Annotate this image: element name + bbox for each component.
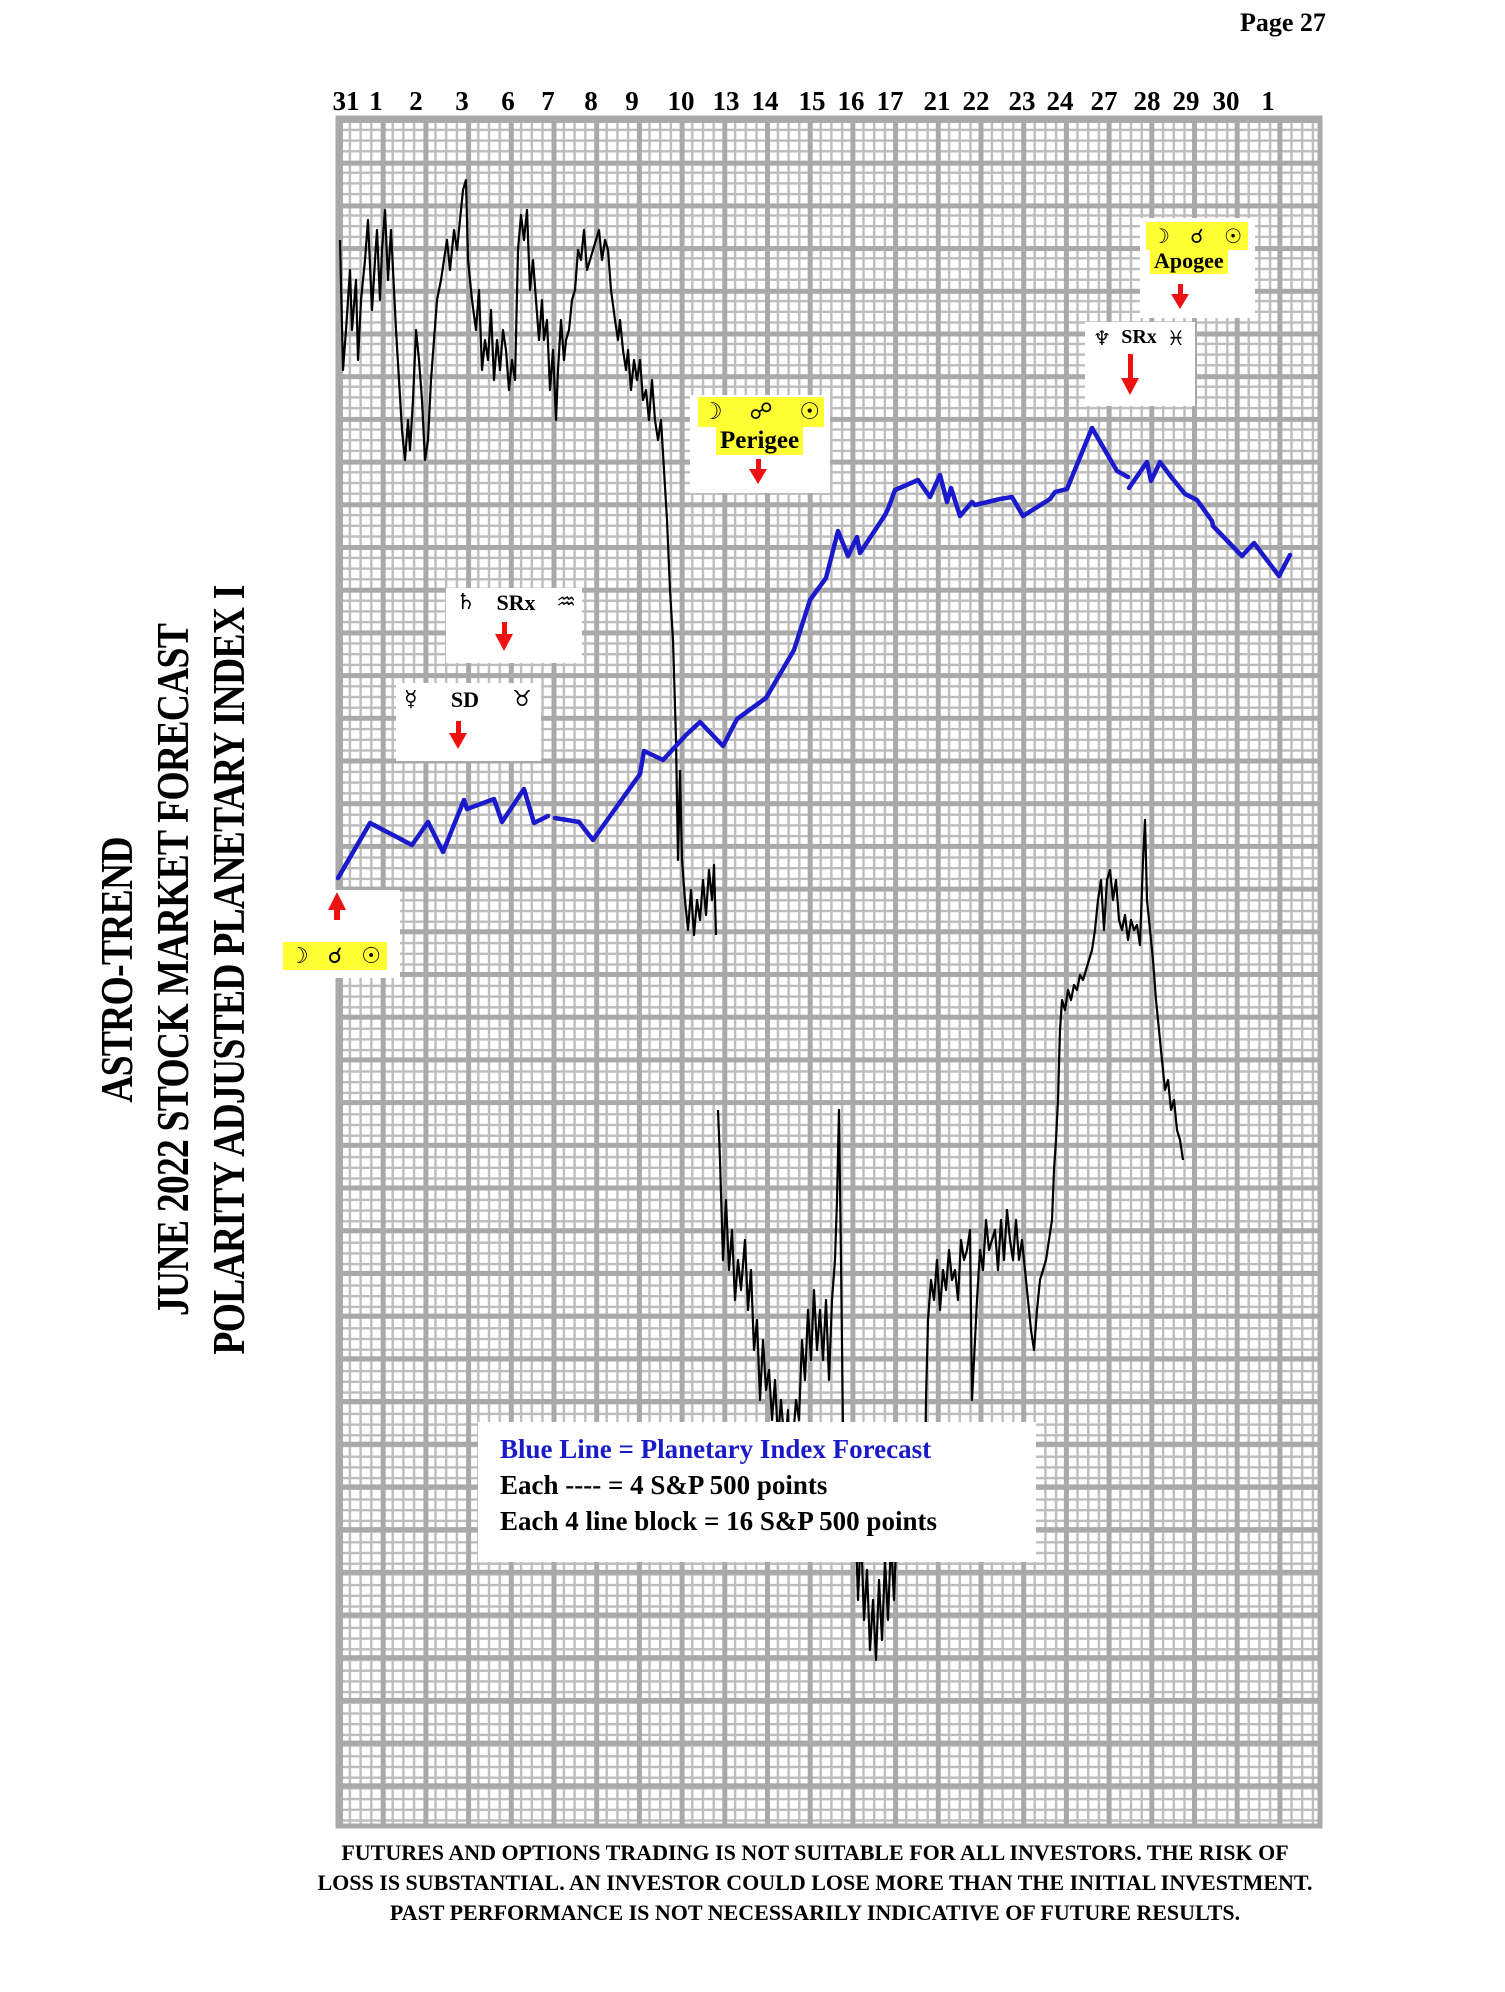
arrow-down-icon xyxy=(1128,354,1133,380)
disclaimer-line-3: PAST PERFORMANCE IS NOT NECESSARILY INDI… xyxy=(389,1900,1241,1925)
legend-scale-minor: Each ---- = 4 S&P 500 points xyxy=(500,1470,828,1500)
arrow-head xyxy=(449,733,467,749)
date-label: 30 xyxy=(1212,86,1240,116)
title-line-1: ASTRO-TREND xyxy=(91,837,142,1103)
annotation-mercury-sd: ☿ SD ♉ xyxy=(396,683,541,761)
vertical-title: ASTRO-TREND JUNE 2022 STOCK MARKET FOREC… xyxy=(90,470,260,1470)
date-label: 21 xyxy=(923,86,951,116)
legend-box: Blue Line = Planetary Index Forecast Eac… xyxy=(478,1422,1036,1562)
date-label: 27 xyxy=(1090,86,1118,116)
sun-icon: ☉ xyxy=(799,399,820,425)
date-label: 29 xyxy=(1172,86,1200,116)
aquarius-icon: ♒ xyxy=(556,590,576,615)
date-label: 28 xyxy=(1133,86,1161,116)
planetary-index-forecast-line xyxy=(335,425,1293,881)
stationary-retrograde-icon: SRx xyxy=(1121,326,1157,348)
date-label: 6 xyxy=(501,86,515,116)
annotation-new-moon: ☽ ☌ ☉ xyxy=(280,890,400,978)
date-label: 1 xyxy=(369,86,383,116)
title-line-3: POLARITY ADJUSTED PLANETARY INDEX I xyxy=(203,585,254,1355)
arrow-head xyxy=(495,634,513,651)
legend-forecast-label: Blue Line = Planetary Index Forecast xyxy=(500,1434,932,1464)
sp500-price-trace xyxy=(338,178,1185,1662)
moon-icon: ☽ xyxy=(289,943,309,969)
date-label: 14 xyxy=(751,86,779,116)
arrow-down-icon xyxy=(456,721,461,733)
arrow-shaft xyxy=(334,908,340,920)
date-label: 1 xyxy=(1261,86,1275,116)
glyph-row: ☿ SD ♉ xyxy=(404,687,532,713)
date-label: 22 xyxy=(962,86,990,116)
sun-icon: ☉ xyxy=(1224,224,1242,248)
date-label: 8 xyxy=(584,86,598,116)
stationary-retrograde-icon: SRx xyxy=(496,590,536,615)
disclaimer: FUTURES AND OPTIONS TRADING IS NOT SUITA… xyxy=(200,1838,1430,1928)
opposition-icon: ☍ xyxy=(749,399,773,425)
moon-icon: ☽ xyxy=(702,399,723,425)
disclaimer-line-1: FUTURES AND OPTIONS TRADING IS NOT SUITA… xyxy=(341,1840,1289,1865)
date-label: 7 xyxy=(541,86,555,116)
arrow-down-icon xyxy=(502,622,507,636)
mercury-icon: ☿ xyxy=(404,687,418,712)
date-axis: 31 1 2 3 6 7 8 9 10 13 14 15 16 17 21 22… xyxy=(332,86,1336,120)
moon-icon: ☽ xyxy=(1152,224,1170,248)
arrow-head xyxy=(749,469,767,484)
sun-icon: ☉ xyxy=(361,943,381,969)
saturn-icon: ♄ xyxy=(456,590,476,615)
glyph-row: ♄ SRx ♒ xyxy=(456,590,576,616)
title-line-2: JUNE 2022 STOCK MARKET FORECAST xyxy=(147,623,198,1317)
date-label: 3 xyxy=(455,86,469,116)
conjunction-icon: ☌ xyxy=(1190,224,1204,248)
perigee-label: Perigee xyxy=(716,427,804,455)
date-label: 10 xyxy=(667,86,695,116)
disclaimer-line-2: LOSS IS SUBSTANTIAL. AN INVESTOR COULD L… xyxy=(317,1870,1313,1895)
pisces-icon: ♓ xyxy=(1167,326,1185,350)
annotation-perigee: ☽ ☍ ☉ Perigee xyxy=(690,395,830,493)
legend-scale-block: Each 4 line block = 16 S&P 500 points xyxy=(500,1506,937,1536)
arrow-head xyxy=(1171,294,1189,309)
glyph-row: ☽ ☍ ☉ xyxy=(698,397,824,427)
page-number: Page 27 xyxy=(1240,8,1326,37)
arrow-down-icon xyxy=(1178,284,1183,296)
glyph-row: ☽ ☌ ☉ xyxy=(283,942,387,970)
date-label: 31 xyxy=(332,86,360,116)
glyph-row: ☽ ☌ ☉ xyxy=(1146,222,1248,250)
date-label: 16 xyxy=(837,86,865,116)
annotation-saturn-srx: ♄ SRx ♒ xyxy=(446,588,582,663)
taurus-icon: ♉ xyxy=(512,687,532,712)
apogee-label: Apogee xyxy=(1150,248,1228,274)
glyph-row: ♆ SRx ♓ xyxy=(1093,326,1185,350)
date-label: 17 xyxy=(876,86,904,116)
annotation-neptune-srx: ♆ SRx ♓ xyxy=(1085,322,1195,406)
arrow-down-icon xyxy=(756,459,761,471)
arrow-up-icon xyxy=(328,892,346,910)
date-label: 9 xyxy=(625,86,639,116)
neptune-icon: ♆ xyxy=(1093,326,1111,350)
date-label: 23 xyxy=(1008,86,1036,116)
date-label: 24 xyxy=(1046,86,1074,116)
date-label: 2 xyxy=(409,86,423,116)
stationary-direct-icon: SD xyxy=(450,687,479,712)
annotation-apogee: ☽ ☌ ☉ Apogee xyxy=(1140,218,1255,318)
arrow-head xyxy=(1121,378,1139,395)
date-label: 13 xyxy=(712,86,740,116)
date-label: 15 xyxy=(798,86,826,116)
conjunction-icon: ☌ xyxy=(327,943,343,969)
